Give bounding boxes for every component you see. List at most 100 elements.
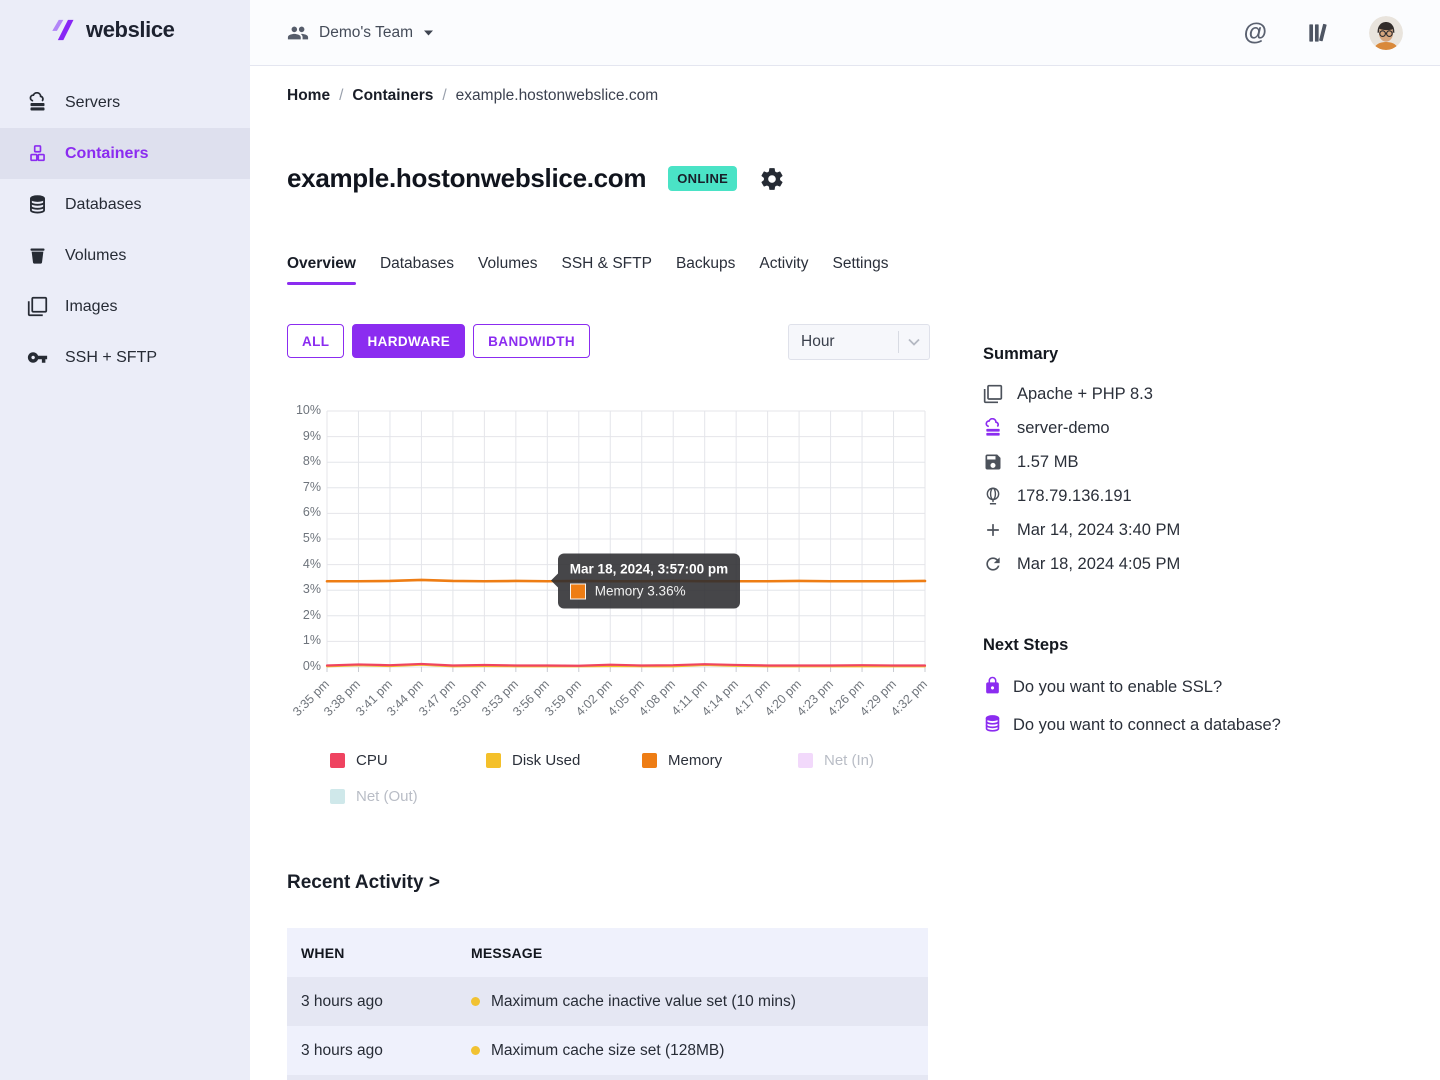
column-header-when: WHEN: [287, 945, 471, 961]
breadcrumb-current: example.hostonwebslice.com: [456, 87, 658, 104]
activity-message: Maximum cache size set (128MB): [491, 1042, 724, 1060]
table-row: 3 hours ago Maximum cache size set (128M…: [287, 1026, 928, 1075]
sidebar-item-databases[interactable]: Databases: [0, 179, 250, 230]
sidebar-item-containers[interactable]: Containers: [0, 128, 250, 179]
database-icon: [27, 194, 48, 215]
topbar: Demo's Team @: [250, 0, 1440, 66]
globe-icon: [983, 486, 1003, 506]
activity-dot-icon: [471, 997, 480, 1006]
sidebar-item-servers[interactable]: Servers: [0, 77, 250, 128]
table-row-partial: [287, 1075, 928, 1080]
activity-when: 3 hours ago: [287, 1042, 471, 1060]
topbar-actions: @: [1244, 0, 1403, 65]
activity-when: 3 hours ago: [287, 993, 471, 1011]
chart-legend: CPU Disk Used Memory Net (In) Net (Out): [330, 752, 970, 805]
database-icon: [983, 714, 1002, 733]
y-axis-label: 3%: [287, 582, 321, 596]
legend-swatch: [798, 753, 813, 768]
sidebar: webslice Servers Containers Databases: [0, 0, 250, 1080]
team-name: Demo's Team: [319, 24, 413, 42]
filter-bandwidth-button[interactable]: BANDWIDTH: [473, 324, 590, 358]
sidebar-item-images[interactable]: Images: [0, 281, 250, 332]
select-chevron-icon: [898, 331, 929, 353]
breadcrumb-home[interactable]: Home: [287, 87, 330, 104]
sidebar-item-label: Containers: [65, 145, 149, 163]
activity-dot-icon: [471, 1046, 480, 1055]
tab-backups[interactable]: Backups: [676, 255, 735, 285]
mentions-icon[interactable]: @: [1244, 19, 1267, 47]
refresh-icon: [983, 554, 1003, 574]
breadcrumb-containers[interactable]: Containers: [352, 87, 433, 104]
sidebar-item-label: Volumes: [65, 247, 126, 265]
tooltip-series-swatch: [570, 583, 586, 599]
interval-select[interactable]: Hour: [788, 324, 930, 360]
tab-activity[interactable]: Activity: [759, 255, 808, 285]
cubes-icon: [27, 143, 48, 164]
layers-icon: [983, 384, 1003, 404]
recent-activity-link[interactable]: Recent Activity >: [287, 872, 440, 894]
settings-gear-icon[interactable]: [759, 166, 785, 192]
table-row: 3 hours ago Maximum cache inactive value…: [287, 977, 928, 1026]
tab-ssh-sftp[interactable]: SSH & SFTP: [562, 255, 652, 285]
summary-value: 178.79.136.191: [1017, 487, 1132, 506]
lock-icon: [983, 676, 1002, 695]
team-switcher[interactable]: Demo's Team: [287, 0, 434, 65]
chevron-down-icon: [423, 29, 434, 37]
sidebar-item-volumes[interactable]: Volumes: [0, 230, 250, 281]
user-avatar[interactable]: [1369, 16, 1403, 50]
webslice-logo-icon: [47, 18, 76, 42]
legend-label: Net (Out): [356, 788, 418, 805]
tab-volumes[interactable]: Volumes: [478, 255, 537, 285]
summary-created: Mar 14, 2024 3:40 PM: [983, 520, 1303, 540]
summary-value: Mar 14, 2024 3:40 PM: [1017, 521, 1180, 540]
breadcrumb-separator: /: [339, 87, 343, 104]
legend-item-net-in[interactable]: Net (In): [798, 752, 954, 769]
y-axis-label: 0%: [287, 659, 321, 673]
page-title: example.hostonwebslice.com: [287, 163, 646, 194]
chart-plot: [287, 403, 935, 678]
cloud-server-icon: [983, 418, 1003, 438]
sidebar-item-label: Images: [65, 298, 117, 316]
recent-activity-table: WHEN MESSAGE 3 hours ago Maximum cache i…: [287, 928, 928, 1080]
legend-label: Disk Used: [512, 752, 580, 769]
breadcrumb-separator: /: [442, 87, 446, 104]
table-header: WHEN MESSAGE: [287, 928, 928, 977]
summary-ip: 178.79.136.191: [983, 486, 1303, 506]
legend-item-net-out[interactable]: Net (Out): [330, 788, 486, 805]
tab-overview[interactable]: Overview: [287, 255, 356, 285]
sidebar-item-label: Databases: [65, 196, 142, 214]
library-icon[interactable]: [1305, 20, 1331, 46]
summary-value: Apache + PHP 8.3: [1017, 385, 1153, 404]
next-step-text: Do you want to enable SSL?: [1013, 678, 1222, 696]
sidebar-item-ssh-sftp[interactable]: SSH + SFTP: [0, 332, 250, 383]
bucket-icon: [27, 245, 48, 266]
sidebar-item-label: Servers: [65, 94, 120, 112]
y-axis-label: 4%: [287, 557, 321, 571]
filter-hardware-button[interactable]: HARDWARE: [352, 324, 465, 358]
summary-size: 1.57 MB: [983, 452, 1303, 472]
activity-message: Maximum cache inactive value set (10 min…: [491, 993, 796, 1011]
next-step-ssl[interactable]: Do you want to enable SSL?: [983, 675, 1289, 700]
metric-filters: ALL HARDWARE BANDWIDTH: [287, 324, 590, 358]
summary-value[interactable]: server-demo: [1017, 419, 1110, 438]
tooltip-value: Memory 3.36%: [595, 584, 686, 599]
filter-all-button[interactable]: ALL: [287, 324, 344, 358]
legend-item-disk-used[interactable]: Disk Used: [486, 752, 642, 769]
y-axis-label: 8%: [287, 454, 321, 468]
tab-databases[interactable]: Databases: [380, 255, 454, 285]
legend-item-memory[interactable]: Memory: [642, 752, 798, 769]
summary-stack: Apache + PHP 8.3: [983, 384, 1303, 404]
y-axis-label: 2%: [287, 608, 321, 622]
legend-item-cpu[interactable]: CPU: [330, 752, 486, 769]
disk-icon: [983, 452, 1003, 472]
summary-updated: Mar 18, 2024 4:05 PM: [983, 554, 1303, 574]
tab-settings[interactable]: Settings: [832, 255, 888, 285]
next-step-database[interactable]: Do you want to connect a database?: [983, 713, 1289, 738]
y-axis-label: 10%: [287, 403, 321, 417]
y-axis-label: 6%: [287, 505, 321, 519]
legend-swatch: [642, 753, 657, 768]
brand-logo[interactable]: webslice: [0, 0, 250, 43]
y-axis-label: 9%: [287, 429, 321, 443]
legend-label: Memory: [668, 752, 722, 769]
breadcrumb: Home / Containers / example.hostonwebslice.c…: [287, 87, 658, 105]
